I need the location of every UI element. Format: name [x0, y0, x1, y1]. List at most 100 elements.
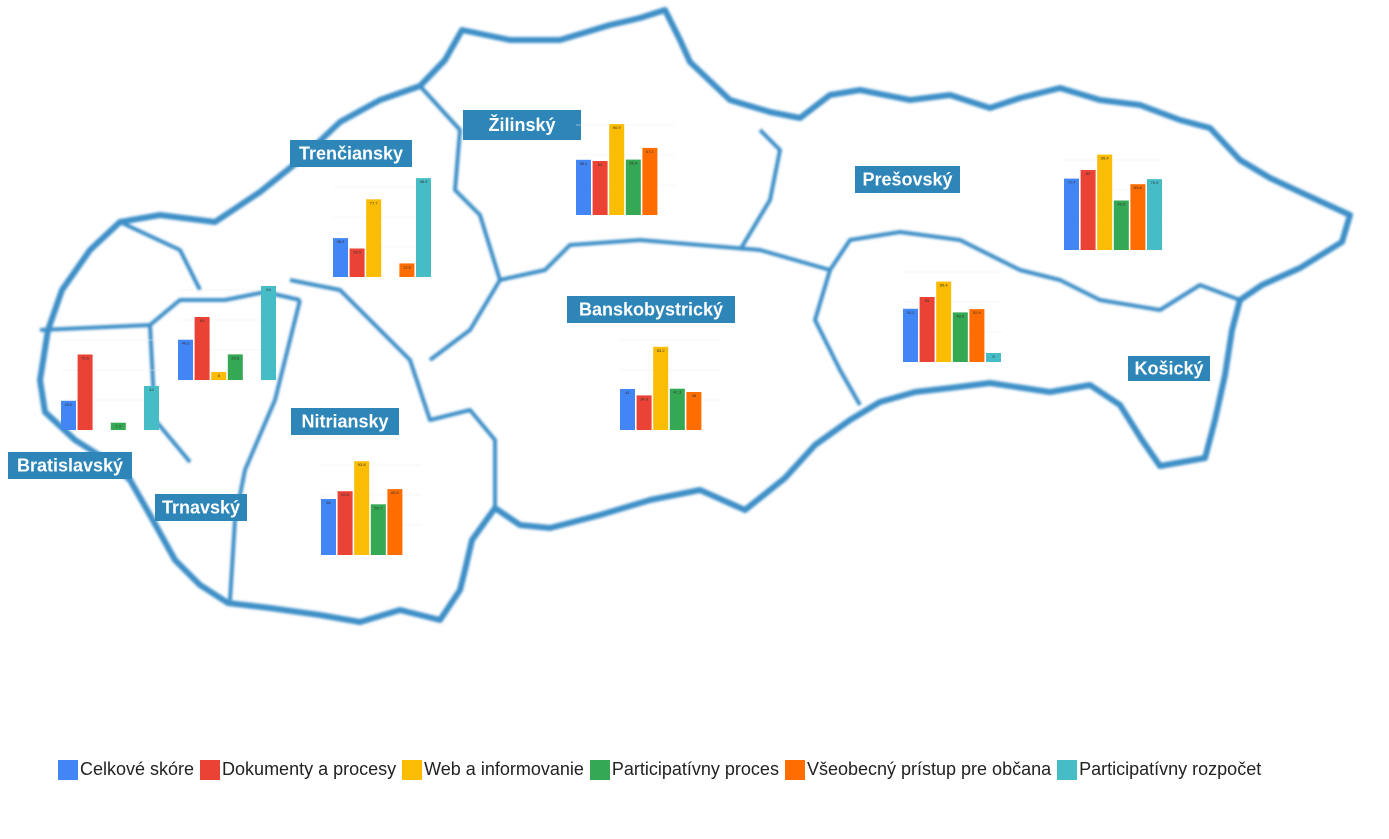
value-label: 38 [692, 393, 697, 398]
bar [337, 491, 353, 555]
bar [969, 309, 985, 362]
value-label: 52.9 [973, 310, 982, 315]
value-label: 71.4 [1068, 180, 1077, 185]
legend-label: Web a informovanie [424, 759, 584, 779]
region-label-box [155, 494, 247, 521]
legend-item: Dokumenty a procesy [200, 759, 396, 780]
bar [952, 312, 968, 362]
legend-label: Všeobecný prístup pre občana [806, 759, 1052, 779]
bar [919, 297, 935, 362]
region-label: Žilinský [488, 114, 555, 135]
legend-swatch [402, 759, 423, 780]
value-label: 80.4 [940, 283, 949, 288]
region-labels: Bratislavský Trnavský Trenčiansky Žilinský P… [8, 110, 1210, 521]
value-label: 8 [218, 373, 221, 378]
bar [1113, 200, 1129, 250]
region-label: Prešovský [862, 170, 952, 190]
bar [669, 388, 685, 430]
value-label: 25.6 [231, 355, 240, 360]
bar [321, 499, 336, 555]
legend-item: Web a informovanie [402, 759, 584, 780]
region-label-box [463, 110, 581, 140]
bar [144, 386, 159, 430]
value-label: 41.3 [673, 390, 682, 395]
region-label-box [290, 140, 412, 167]
value-label: 49.5 [1117, 202, 1126, 207]
value-label: 29.2 [65, 402, 74, 407]
bar [986, 353, 1001, 362]
legend-item: Všeobecný prístup pre občana [784, 759, 1052, 780]
bar [354, 461, 370, 555]
bar [642, 147, 658, 215]
value-label: 63 [200, 318, 205, 323]
value-label: 98.9 [420, 179, 429, 184]
bar [77, 354, 93, 430]
legend: Celkové skóre Dokumenty a procesy Web a in… [58, 759, 1261, 780]
legend-swatch [589, 759, 610, 780]
bar [333, 238, 348, 277]
bar-chart: 38.9 28.5 77.7 13.6 98.9 [333, 178, 433, 277]
value-label: 67.1 [646, 149, 655, 154]
region-label: Bratislavský [17, 456, 123, 476]
bar-chart: 56 63.8 93.8 50.7 65.9 [321, 461, 421, 555]
legend-swatch [200, 759, 221, 780]
bar [903, 308, 918, 362]
bar [366, 199, 382, 277]
legend-item: Participatívny rozpočet [1057, 759, 1261, 780]
bar [625, 159, 641, 215]
bar [1080, 170, 1096, 250]
legend-swatch [58, 759, 78, 780]
bar [636, 395, 652, 430]
value-label: 28.5 [353, 250, 362, 255]
region-label: Banskobystrický [579, 300, 723, 320]
bar [227, 354, 243, 380]
value-label: 41 [625, 390, 630, 395]
bar [61, 400, 76, 430]
bar [936, 281, 952, 362]
value-label: 94 [266, 287, 271, 292]
bar [576, 159, 591, 215]
value-label: 54 [598, 162, 603, 167]
region-label-box [1128, 356, 1210, 381]
region-label-box [291, 408, 399, 435]
map-outline [37, 7, 1353, 625]
bar-chart: 71.4 80 95.4 49.5 65.8 70.9 [1064, 154, 1164, 250]
bar [653, 346, 669, 430]
legend-label: Participatívny rozpočet [1079, 759, 1262, 779]
legend-swatch [1057, 759, 1078, 780]
value-label: 49.6 [956, 313, 965, 318]
value-label: 55.4 [629, 161, 638, 166]
bar [1064, 178, 1079, 250]
region-label: Košický [1134, 359, 1203, 379]
region-charts: 29.2 75.5 7.3 44 40.3 63 8 25.6 94 38.9 28.5 77.7 13… [61, 124, 1164, 555]
bar [110, 422, 126, 430]
legend-label: Participatívny proces [611, 759, 779, 779]
legend-label: Celkové skóre [80, 759, 195, 779]
legend-item: Participatívny proces [589, 759, 779, 780]
value-label: 9 [992, 354, 995, 359]
bar [370, 504, 386, 555]
region-label-box [855, 166, 960, 193]
value-label: 63.8 [341, 492, 350, 497]
value-label: 56 [326, 500, 331, 505]
bar [211, 372, 227, 380]
bar [609, 124, 625, 215]
value-label: 77.7 [370, 200, 379, 205]
bar-chart: 55.2 54 90.9 55.4 67.1 [576, 124, 676, 215]
value-label: 38.9 [337, 239, 346, 244]
value-label: 95.4 [1101, 156, 1110, 161]
bar-chart: 41 34.6 83.2 41.3 38 [620, 339, 720, 430]
value-label: 83.2 [657, 348, 666, 353]
value-label: 53.2 [907, 310, 916, 315]
map: Bratislavský Trnavský Trenčiansky Žilinský P… [8, 7, 1353, 625]
value-label: 65.9 [391, 490, 400, 495]
bar [349, 248, 365, 277]
value-label: 55.2 [580, 161, 589, 166]
region-label: Trenčiansky [299, 144, 403, 164]
bar-chart: 53.2 65 80.4 49.6 52.9 9 [903, 271, 1003, 362]
value-label: 93.8 [358, 462, 367, 467]
region-label-box [567, 296, 735, 323]
value-label: 75.5 [81, 356, 90, 361]
value-label: 70.9 [1151, 180, 1160, 185]
bar [416, 178, 431, 277]
